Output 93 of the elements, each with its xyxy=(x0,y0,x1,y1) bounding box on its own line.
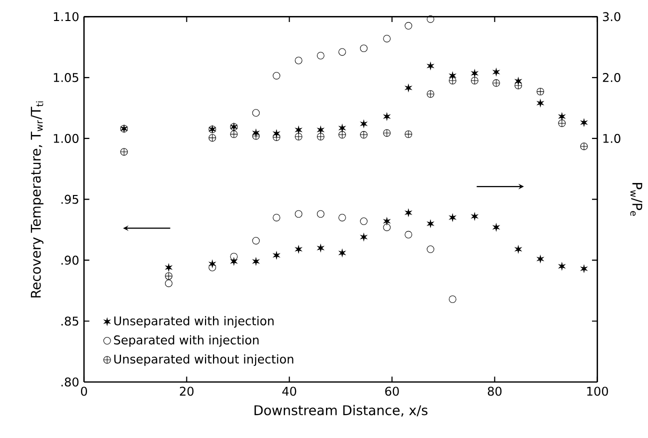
point xyxy=(208,134,216,142)
point xyxy=(384,218,390,225)
point xyxy=(514,82,522,90)
point xyxy=(338,214,346,222)
point xyxy=(404,230,412,238)
point xyxy=(252,258,260,266)
y-axis-title: Recovery Temperature, T$_{wr}$/T$_{ti}$ xyxy=(30,101,44,298)
legend-label: Unseparated without injection xyxy=(114,354,294,366)
point xyxy=(273,252,280,260)
y2-axis-title: P$_{w}$/P$_{e}$ xyxy=(630,183,642,216)
point xyxy=(272,133,280,141)
point xyxy=(294,132,302,140)
y-tick-label: .80 xyxy=(61,377,78,387)
point xyxy=(338,249,346,257)
legend-label: Unseparated with injection xyxy=(114,316,274,328)
y-tick-label: 1.00 xyxy=(54,134,78,143)
point xyxy=(383,224,391,232)
point xyxy=(537,255,544,263)
point xyxy=(360,44,368,52)
point xyxy=(317,244,324,252)
y-tick-label: .95 xyxy=(61,194,78,204)
point xyxy=(230,130,238,138)
point xyxy=(449,214,456,222)
point xyxy=(164,272,172,280)
point xyxy=(383,34,391,42)
point xyxy=(580,118,588,126)
point xyxy=(448,295,456,303)
point xyxy=(470,76,478,84)
legend-label: Separated with injection xyxy=(114,335,259,347)
point xyxy=(252,109,260,117)
y-tick-label: .85 xyxy=(61,316,78,326)
x-tick-label: 100 xyxy=(587,386,608,396)
point xyxy=(449,72,456,80)
point xyxy=(580,265,588,272)
point xyxy=(165,264,172,272)
x-axis-title: Downstream Distance, x/s xyxy=(254,404,428,417)
point xyxy=(120,148,128,156)
point xyxy=(295,126,302,134)
point xyxy=(492,68,500,76)
point xyxy=(230,258,238,266)
x-tick-label: 60 xyxy=(385,386,399,396)
x-tick-label: 40 xyxy=(282,386,296,396)
point xyxy=(316,210,324,218)
point xyxy=(317,126,324,134)
x-tick-label: 0 xyxy=(80,386,88,396)
point xyxy=(294,56,302,64)
point xyxy=(471,212,478,220)
point xyxy=(384,112,390,120)
point xyxy=(294,210,302,218)
point xyxy=(536,88,544,96)
point xyxy=(252,237,260,244)
point xyxy=(558,119,566,127)
y-tick-label: 1.05 xyxy=(54,73,78,82)
point xyxy=(426,246,434,253)
point xyxy=(360,233,368,241)
point xyxy=(427,62,434,70)
point xyxy=(558,112,566,120)
point xyxy=(383,129,391,137)
point xyxy=(580,142,588,150)
point xyxy=(426,90,434,98)
point xyxy=(492,224,500,232)
point xyxy=(405,84,412,92)
point xyxy=(404,22,412,30)
point xyxy=(471,70,478,78)
point xyxy=(360,120,368,128)
point xyxy=(515,246,522,253)
y2-tick-label: 2.0 xyxy=(602,73,620,82)
point xyxy=(448,76,456,84)
point xyxy=(427,220,434,228)
point xyxy=(558,262,566,270)
point xyxy=(316,52,324,60)
point xyxy=(405,208,412,216)
x-tick-label: 80 xyxy=(488,386,502,396)
point xyxy=(537,99,544,107)
point xyxy=(338,124,346,132)
point xyxy=(295,246,302,253)
point xyxy=(360,131,368,139)
y-tick-label: 1.10 xyxy=(54,12,78,22)
point xyxy=(272,72,280,80)
point xyxy=(338,48,346,56)
point xyxy=(338,131,346,139)
point xyxy=(316,132,324,140)
point xyxy=(252,132,260,140)
point xyxy=(164,280,172,288)
point xyxy=(492,79,500,87)
point xyxy=(360,218,368,225)
y-tick-label: .90 xyxy=(61,256,78,265)
y2-tick-label: 1.0 xyxy=(603,134,620,143)
point xyxy=(230,252,238,260)
point xyxy=(404,130,412,138)
y2-tick-label: 3.0 xyxy=(602,12,620,22)
point xyxy=(272,214,280,222)
x-tick-label: 20 xyxy=(180,386,194,396)
